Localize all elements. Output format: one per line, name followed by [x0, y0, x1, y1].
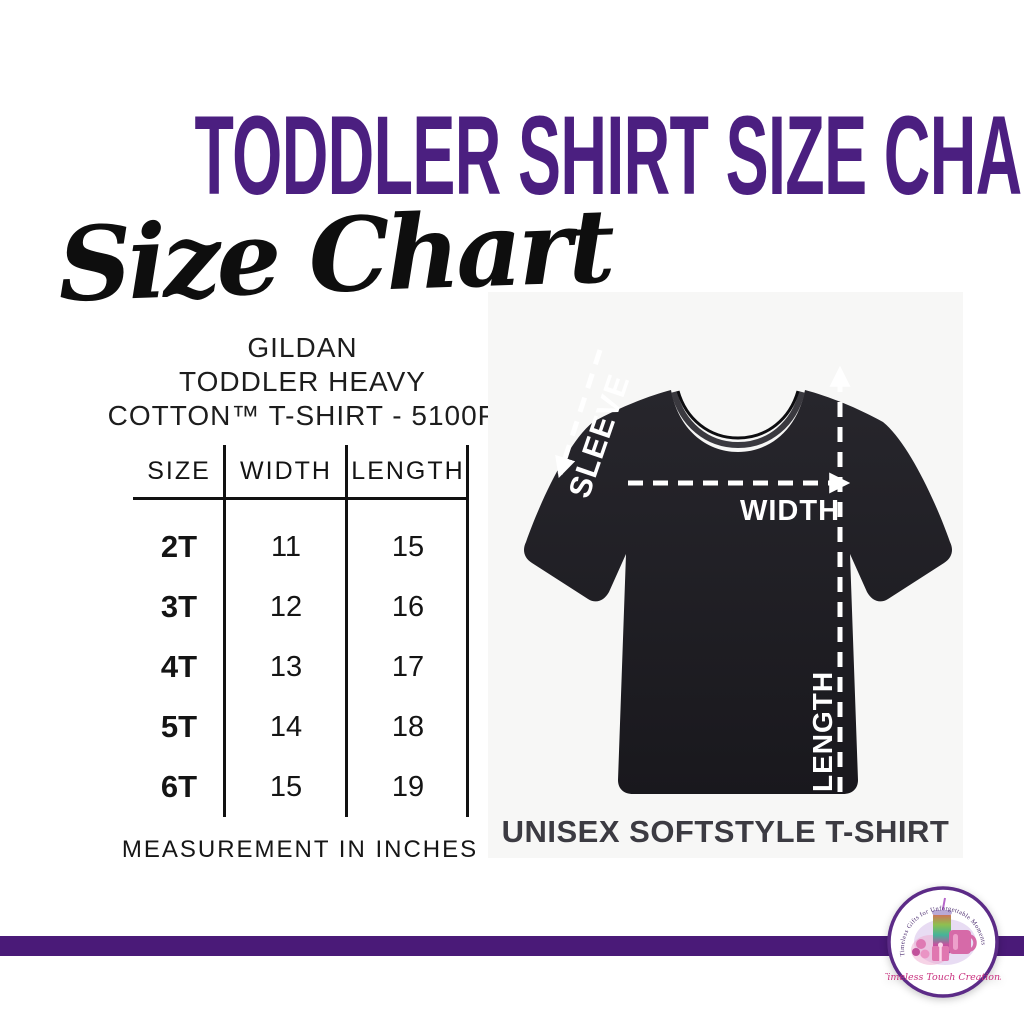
footer-band	[0, 936, 1024, 956]
logo-tumbler	[933, 912, 951, 954]
tshirt-photo: SLEEVE WIDTH LENGTH UNISEX SOFTSTYLE T-S…	[488, 292, 963, 858]
width-label: WIDTH	[740, 495, 840, 527]
logo-flower	[920, 949, 930, 959]
tshirt-collar-inner	[676, 390, 800, 440]
table-row-2t-length: 15	[391, 530, 425, 563]
column-header-length: LENGTH	[351, 457, 465, 485]
table-row-6t-size: 6T	[160, 769, 198, 804]
brand-logo-graphic: Timeless Gifts for Unforgettable Moments…	[881, 886, 1005, 998]
table-row-4t-width: 13	[269, 650, 303, 683]
table-row-2t-size: 2T	[160, 529, 198, 564]
table-row-4t-length: 17	[391, 650, 425, 683]
product-name: GILDAN TODDLER HEAVY COTTON™ T-SHIRT - 5…	[105, 331, 500, 433]
table-row-6t-length: 19	[391, 770, 425, 803]
measurement-note: MEASUREMENT IN INCHES	[121, 836, 479, 863]
table-row-5t-width: 14	[269, 710, 303, 743]
brand-logo: Timeless Gifts for Unforgettable Moments…	[881, 884, 1005, 1000]
column-header-size: SIZE	[147, 457, 211, 485]
sleeve-arrow	[555, 349, 603, 478]
table-row-5t-length: 18	[391, 710, 425, 743]
table-body: 2T 11 15 3T 12 16 4T 13 17 5T 14 18 6T 1…	[133, 517, 469, 817]
table-row-4t-size: 4T	[160, 649, 198, 684]
length-label: LENGTH	[807, 671, 838, 792]
size-table: SIZE WIDTH LENGTH 2T 11 15 3T 12 16 4T 1…	[133, 445, 469, 817]
product-name-line2: TODDLER HEAVY	[179, 366, 426, 398]
column-header-width: WIDTH	[240, 457, 332, 485]
logo-mug-highlight	[953, 934, 958, 950]
table-row-3t-width: 12	[269, 590, 303, 623]
logo-gift-bow	[938, 942, 943, 948]
table-divider-1	[223, 445, 226, 817]
table-divider-2	[345, 445, 348, 817]
logo-tumbler-lid	[932, 910, 952, 915]
table-row-3t-length: 16	[391, 590, 425, 623]
table-row-3t-size: 3T	[160, 589, 198, 624]
logo-flower	[912, 948, 920, 956]
table-header-row: SIZE WIDTH LENGTH	[133, 457, 469, 486]
product-name-line3: COTTON™ T-SHIRT - 5100P	[107, 400, 498, 432]
logo-brand-name: Timeless Touch Creations	[885, 972, 1001, 983]
table-row-6t-width: 15	[269, 770, 303, 803]
page-title: TODDLER SHIRT SIZE CHART	[194, 93, 1024, 219]
logo-flower	[916, 939, 926, 949]
product-name-line1: GILDAN	[247, 332, 358, 363]
table-row-5t-size: 5T	[160, 709, 198, 744]
shirt-caption: UNISEX SOFTSTYLE T-SHIRT	[501, 814, 950, 849]
tshirt-measure-diagram: SLEEVE WIDTH LENGTH	[524, 349, 952, 794]
logo-mug	[949, 930, 971, 954]
table-row-2t-width: 11	[270, 530, 302, 563]
tshirt-collar	[671, 391, 805, 449]
table-divider-3	[466, 445, 469, 817]
table-header-rule	[133, 497, 469, 500]
